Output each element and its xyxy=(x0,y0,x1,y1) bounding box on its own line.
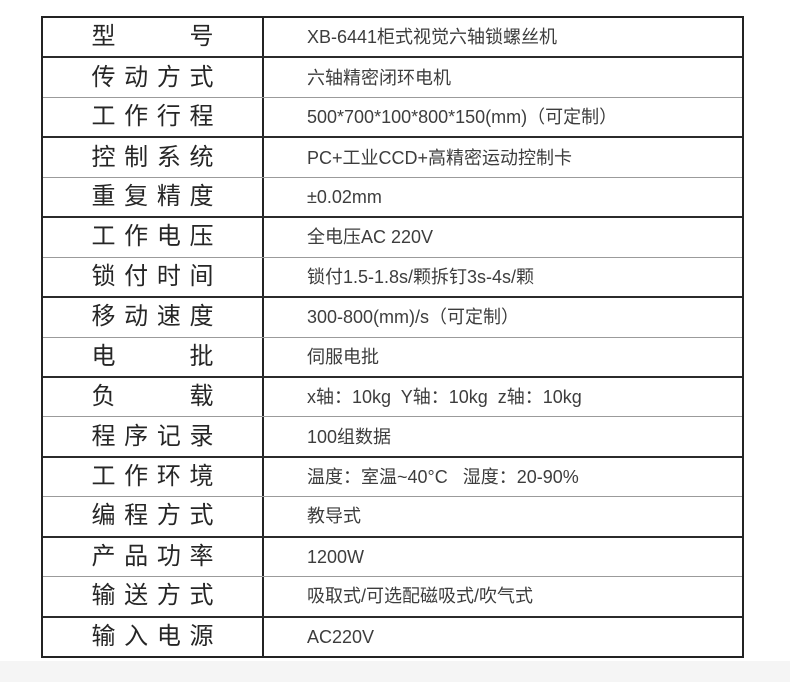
spec-value: 100组数据 xyxy=(307,426,392,447)
spec-value: 伺服电批 xyxy=(307,346,379,367)
spec-label-cell: 电批 xyxy=(43,337,264,376)
spec-value: 教导式 xyxy=(307,506,361,527)
spec-label-cell: 程序记录 xyxy=(43,417,264,456)
spec-label: 传动方式 xyxy=(91,63,214,91)
spec-label-cell: 产品功率 xyxy=(43,537,264,577)
spec-value: 吸取式/可选配磁吸式/吹气式 xyxy=(307,586,534,607)
spec-label: 电批 xyxy=(91,342,214,370)
spec-label-cell: 编程方式 xyxy=(43,497,264,536)
spec-label: 工作行程 xyxy=(91,103,214,131)
spec-table: 型号 XB-6441柜式视觉六轴锁螺丝机 传动方式 六轴精密闭环电机 工作行程 … xyxy=(41,16,744,658)
spec-row-screwdriver: 电批 伺服电批 xyxy=(43,337,742,378)
spec-label-cell: 型号 xyxy=(43,18,264,57)
spec-row-input-power: 输入电源 AC220V xyxy=(43,617,742,656)
spec-row-program-storage: 程序记录 100组数据 xyxy=(43,417,742,458)
spec-label-cell: 控制系统 xyxy=(43,138,264,177)
spec-row-locking-time: 锁付时间 锁付1.5-1.8s/颗拆钉3s-4s/颗 xyxy=(43,257,742,299)
spec-label: 控制系统 xyxy=(91,143,214,171)
spec-label: 程序记录 xyxy=(91,422,214,450)
spec-label: 输入电源 xyxy=(91,622,214,650)
spec-label: 编程方式 xyxy=(91,502,214,530)
spec-label: 重复精度 xyxy=(91,182,214,210)
spec-row-load: 负载 x轴：10kg Y轴：10kg z轴：10kg xyxy=(43,377,742,418)
spec-label-cell: 传动方式 xyxy=(43,58,264,97)
spec-row-feeding-method: 输送方式 吸取式/可选配磁吸式/吹气式 xyxy=(43,577,742,618)
spec-label-cell: 工作电压 xyxy=(43,218,264,257)
page-bottom-strip xyxy=(0,661,790,682)
spec-value: AC220V xyxy=(307,626,375,647)
spec-label-cell: 输送方式 xyxy=(43,577,264,616)
spec-label: 移动速度 xyxy=(91,303,214,331)
spec-label: 工作环境 xyxy=(91,463,214,491)
spec-label: 锁付时间 xyxy=(91,262,214,290)
spec-label: 输送方式 xyxy=(91,582,214,610)
spec-value: 全电压AC 220V xyxy=(307,227,434,248)
spec-row-programming-method: 编程方式 教导式 xyxy=(43,497,742,538)
spec-label-cell: 工作环境 xyxy=(43,457,264,497)
spec-label: 负载 xyxy=(91,383,214,411)
spec-label: 工作电压 xyxy=(91,223,214,251)
spec-row-repeat-accuracy: 重复精度 ±0.02mm xyxy=(43,177,742,219)
spec-value: 六轴精密闭环电机 xyxy=(307,67,451,88)
spec-label: 型号 xyxy=(91,23,214,51)
spec-value: 温度：室温~40°C 湿度：20-90% xyxy=(307,467,579,488)
spec-label-cell: 输入电源 xyxy=(43,617,264,656)
spec-value: XB-6441柜式视觉六轴锁螺丝机 xyxy=(307,27,558,48)
spec-label: 产品功率 xyxy=(91,542,214,570)
spec-row-working-voltage: 工作电压 全电压AC 220V xyxy=(43,218,742,258)
spec-row-product-power: 产品功率 1200W xyxy=(43,537,742,578)
spec-label-cell: 移动速度 xyxy=(43,298,264,337)
spec-row-work-travel: 工作行程 500*700*100*800*150(mm)（可定制） xyxy=(43,97,742,139)
spec-row-transmission: 传动方式 六轴精密闭环电机 xyxy=(43,58,742,98)
spec-row-control-system: 控制系统 PC+工业CCD+高精密运动控制卡 xyxy=(43,138,742,178)
spec-row-moving-speed: 移动速度 300-800(mm)/s（可定制） xyxy=(43,298,742,338)
spec-value: x轴：10kg Y轴：10kg z轴：10kg xyxy=(307,387,582,408)
spec-value: 300-800(mm)/s（可定制） xyxy=(307,307,520,328)
spec-value: ±0.02mm xyxy=(307,186,382,207)
spec-value: 1200W xyxy=(307,546,365,567)
spec-label-cell: 工作行程 xyxy=(43,97,264,137)
spec-label-cell: 负载 xyxy=(43,377,264,417)
spec-label-cell: 重复精度 xyxy=(43,177,264,217)
spec-row-working-environment: 工作环境 温度：室温~40°C 湿度：20-90% xyxy=(43,457,742,498)
spec-value: 锁付1.5-1.8s/颗拆钉3s-4s/颗 xyxy=(307,266,535,287)
spec-value: 500*700*100*800*150(mm)（可定制） xyxy=(307,107,618,128)
spec-value: PC+工业CCD+高精密运动控制卡 xyxy=(307,147,573,168)
spec-label-cell: 锁付时间 xyxy=(43,257,264,297)
spec-row-model: 型号 XB-6441柜式视觉六轴锁螺丝机 xyxy=(43,18,742,59)
